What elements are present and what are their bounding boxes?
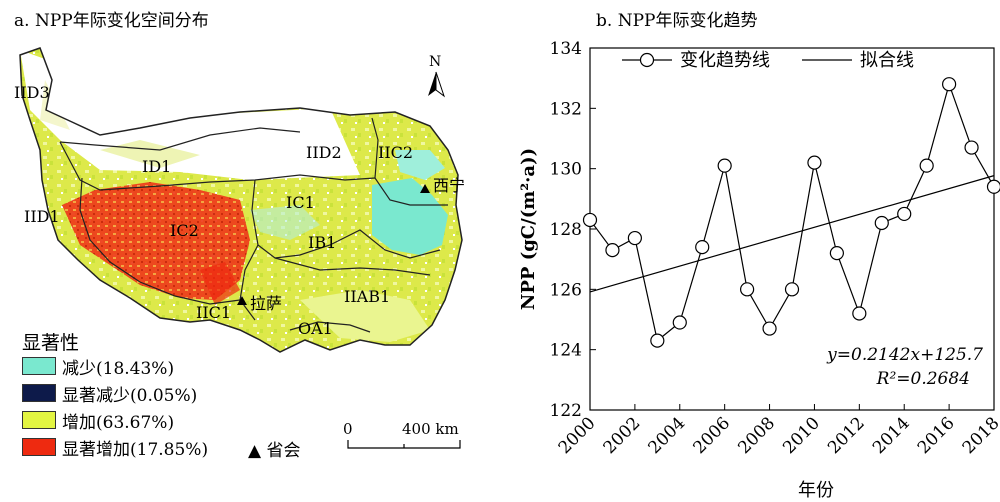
city-lhasa: 拉萨 [237, 294, 282, 313]
x-tick-label: 2012 [824, 413, 869, 458]
region-label-ib1: IB1 [308, 233, 336, 252]
region-label-ic2: IC2 [170, 221, 199, 240]
legend-fit-label: 拟合线 [860, 50, 914, 71]
data-point [762, 321, 777, 336]
legend-label: 显著增加(17.85%) [62, 439, 209, 460]
data-point [627, 230, 642, 246]
x-axis-label: 年份 [798, 480, 834, 501]
legend-swatch [22, 384, 56, 402]
legend-label: 减少(18.43%) [62, 358, 175, 379]
scale-bar: 0 400 km [343, 420, 461, 449]
legend-item: 减少(18.43%) [22, 354, 175, 379]
x-tick-label: 2010 [779, 413, 824, 458]
capital-triangle-icon [420, 184, 430, 193]
legend-item: 增加(63.67%) [22, 408, 175, 433]
trend-line [589, 82, 995, 342]
legend-trend-label: 变化趋势线 [680, 50, 770, 71]
y-tick-label: 132 [550, 99, 582, 119]
data-point [807, 155, 822, 170]
region-label-iid3: IID3 [14, 83, 50, 102]
map-title: a. NPP年际变化空间分布 [14, 11, 209, 31]
region-label-iid2: IID2 [306, 143, 342, 162]
y-tick-label: 134 [550, 39, 582, 59]
data-point [695, 240, 710, 255]
data-point [672, 315, 687, 330]
y-tick-label: 122 [550, 401, 582, 421]
data-point [986, 179, 1000, 194]
legend-item: 显著减少(0.05%) [22, 381, 198, 406]
data-point [942, 77, 957, 92]
legend-swatch [22, 438, 56, 456]
region-label-oa1: OA1 [298, 319, 333, 338]
capital-legend: ▲ 省会 [248, 441, 301, 461]
north-arrow-icon: N [428, 54, 445, 98]
city-xining: 西宁 [420, 176, 465, 195]
scale-start-label: 0 [343, 420, 353, 438]
data-point [650, 333, 665, 348]
city-label-lhasa: 拉萨 [250, 294, 282, 313]
data-point [740, 282, 755, 297]
legend-label: 增加(63.67%) [62, 412, 175, 433]
fit-r2: R²=0.2684 [876, 369, 970, 389]
data-point [897, 206, 912, 222]
y-axis-label: NPP (gC/(m²·a)) [518, 148, 539, 310]
x-tick-label: 2014 [869, 413, 914, 458]
x-tick-label: 2018 [959, 413, 1000, 458]
chart-panel: b. NPP年际变化趋势 122 124 126 128 130 132 134 2000 20… [510, 0, 1000, 502]
data-point [852, 306, 867, 321]
data-point [605, 243, 620, 258]
y-tick-label: 130 [550, 160, 582, 180]
data-point [874, 215, 889, 231]
data-point [784, 282, 800, 297]
data-point [582, 212, 598, 228]
fit-equation: y=0.2142x+125.7 [826, 345, 983, 365]
region-label-iiab1: IIAB1 [344, 287, 390, 306]
x-tick-label: 2008 [734, 413, 779, 458]
legend-label: 显著减少(0.05%) [62, 385, 198, 406]
legend-trend-marker [639, 52, 655, 68]
data-point [829, 246, 844, 261]
fit-line [589, 175, 995, 293]
data-point [717, 158, 732, 173]
x-tick-label: 2006 [689, 413, 734, 458]
y-tick-label: 126 [550, 280, 582, 300]
y-tick-label: 124 [550, 341, 582, 361]
x-tick-label: 2016 [914, 413, 959, 458]
data-point [919, 158, 934, 173]
region-label-iic2: IIC2 [378, 143, 413, 162]
legend-title: 显著性 [22, 332, 80, 354]
region-label-ic1: IC1 [286, 193, 315, 212]
region-label-id1: ID1 [142, 157, 171, 176]
legend-item: 显著增加(17.85%) [22, 435, 209, 460]
x-tick-label: 2002 [600, 413, 645, 458]
legend-swatch [22, 357, 56, 375]
city-label-xining: 西宁 [433, 176, 465, 195]
map-figure: IID3 ID1 IID2 IIC2 IID1 IC2 IC1 IB1 IIAB… [14, 47, 465, 449]
y-tick-label: 128 [550, 220, 582, 240]
legend-swatch [22, 411, 56, 429]
capital-triangle-icon [237, 296, 247, 305]
region-label-iid1: IID1 [24, 207, 60, 226]
data-point [964, 140, 979, 155]
chart-title: b. NPP年际变化趋势 [596, 11, 758, 31]
scale-end-label: 400 km [402, 420, 459, 438]
region-labels: IID3 ID1 IID2 IIC2 IID1 IC2 IC1 IB1 IIAB… [14, 83, 413, 338]
x-tick-label: 2004 [645, 413, 690, 458]
region-label-iic1: IIC1 [196, 303, 231, 322]
region-boundaries [59, 117, 448, 333]
north-label: N [429, 54, 441, 70]
map-panel: a. NPP年际变化空间分布 [14, 11, 465, 461]
